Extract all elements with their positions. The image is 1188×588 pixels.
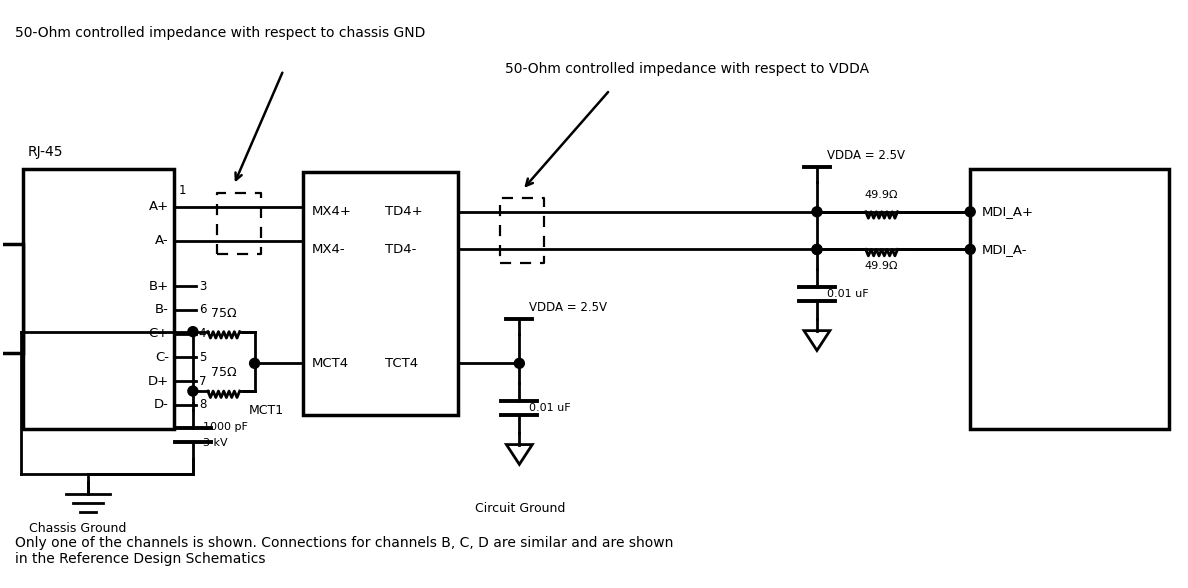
Circle shape [249, 358, 259, 368]
Text: 75Ω: 75Ω [211, 307, 236, 320]
Text: 3: 3 [198, 279, 207, 293]
Text: TCT4: TCT4 [385, 357, 418, 370]
Bar [0, 245, 23, 353]
Text: 50-Ohm controlled impedance with respect to VDDA: 50-Ohm controlled impedance with respect… [505, 62, 870, 76]
Text: MCT4: MCT4 [311, 357, 348, 370]
Text: TD4+: TD4+ [385, 205, 423, 218]
Text: C-: C- [154, 351, 169, 364]
Text: 49.9Ω: 49.9Ω [865, 261, 898, 271]
Text: 0.01 uF: 0.01 uF [530, 403, 571, 413]
Text: 1000 pF: 1000 pF [203, 422, 248, 432]
Text: 1: 1 [179, 184, 187, 197]
Text: 5: 5 [198, 351, 207, 364]
Text: MCT1: MCT1 [248, 404, 284, 417]
Text: 6: 6 [198, 303, 207, 316]
Text: 75Ω: 75Ω [211, 366, 236, 379]
Text: C+: C+ [148, 327, 169, 340]
Text: 49.9Ω: 49.9Ω [865, 190, 898, 200]
Text: 8: 8 [198, 399, 207, 412]
Text: D+: D+ [147, 375, 169, 387]
Text: RJ-45: RJ-45 [27, 145, 63, 159]
Text: A+: A+ [148, 201, 169, 213]
Text: 3 kV: 3 kV [203, 437, 227, 447]
Text: Only one of the channels is shown. Connections for channels B, C, D are similar : Only one of the channels is shown. Conne… [14, 536, 674, 566]
Circle shape [811, 245, 822, 255]
Bar [303, 172, 457, 415]
Text: B+: B+ [148, 279, 169, 293]
Text: D-: D- [154, 399, 169, 412]
Circle shape [188, 386, 198, 396]
Text: Circuit Ground: Circuit Ground [474, 502, 565, 515]
Text: 50-Ohm controlled impedance with respect to chassis GND: 50-Ohm controlled impedance with respect… [14, 25, 425, 39]
Circle shape [514, 358, 524, 368]
Circle shape [811, 207, 822, 217]
Text: B-: B- [156, 303, 169, 316]
Text: 4: 4 [198, 327, 207, 340]
Text: MX4+: MX4+ [311, 205, 352, 218]
Text: 0.01 uF: 0.01 uF [827, 289, 868, 299]
Text: TD4-: TD4- [385, 243, 417, 256]
Bar [23, 169, 173, 429]
Bar [971, 169, 1169, 429]
Text: Chassis Ground: Chassis Ground [29, 522, 126, 535]
Text: VDDA = 2.5V: VDDA = 2.5V [827, 149, 905, 162]
Circle shape [966, 207, 975, 217]
Text: MDI_A-: MDI_A- [982, 243, 1028, 256]
Circle shape [188, 327, 198, 336]
Text: 7: 7 [198, 375, 207, 387]
Text: A-: A- [156, 234, 169, 247]
Text: MDI_A+: MDI_A+ [982, 205, 1035, 218]
Text: VDDA = 2.5V: VDDA = 2.5V [530, 301, 607, 314]
Circle shape [811, 245, 822, 255]
Text: MX4-: MX4- [311, 243, 345, 256]
Circle shape [966, 245, 975, 255]
